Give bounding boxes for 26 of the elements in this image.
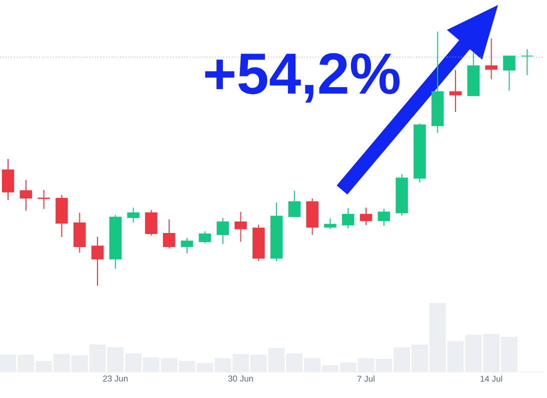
annotation: +54,2% — [205, 53, 400, 103]
candlestick — [91, 236, 104, 286]
candlestick — [127, 207, 140, 224]
candlestick — [2, 158, 14, 201]
candlestick — [145, 210, 158, 236]
candlestick — [162, 218, 176, 249]
candlestick — [38, 189, 50, 210]
x-tick-label: 7 Jul — [357, 376, 374, 382]
candlestick — [485, 38, 498, 80]
candlestick — [520, 48, 534, 76]
x-tick-label: 30 Jun — [228, 376, 253, 382]
candlestick — [216, 217, 229, 245]
candlestick — [449, 70, 462, 112]
candlestick — [288, 190, 301, 218]
candlestick — [198, 230, 212, 244]
candlestick — [378, 208, 390, 226]
candlestick — [234, 211, 247, 242]
x-tick-label: 23 Jun — [103, 376, 128, 382]
candlestick — [180, 237, 194, 254]
x-tick-label: 14 Jul — [480, 376, 502, 382]
candlestick — [73, 212, 86, 254]
candlestick — [342, 208, 354, 229]
candlestick — [503, 56, 516, 92]
candlestick — [324, 218, 336, 230]
candlestick — [20, 180, 32, 212]
candlestick — [360, 207, 372, 226]
